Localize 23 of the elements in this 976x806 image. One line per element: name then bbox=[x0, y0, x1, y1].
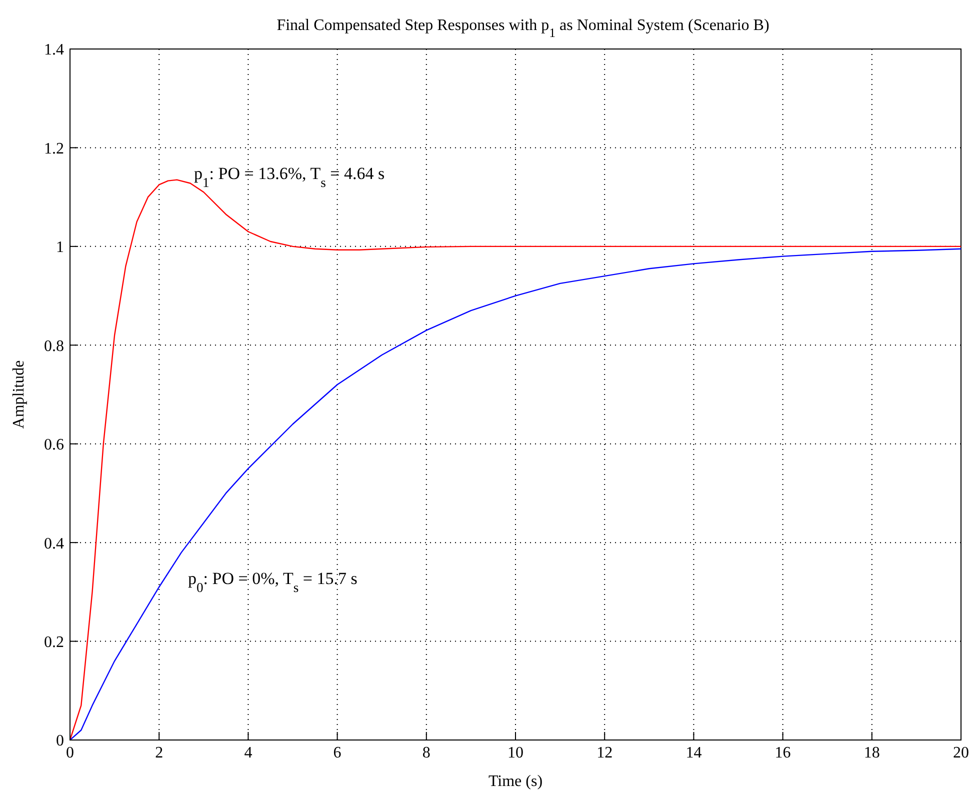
y-tick-label: 0.4 bbox=[44, 535, 64, 552]
x-tick-label: 18 bbox=[864, 744, 880, 762]
y-tick-label: 0 bbox=[56, 732, 64, 750]
chart-title: Final Compensated Step Responses with p$_{1}$ as Nominal System (Scenario B) bbox=[276, 17, 770, 40]
y-tick-label: 0.6 bbox=[44, 436, 64, 454]
x-tick-label: 2 bbox=[155, 744, 164, 762]
y-tick-label: 1.4 bbox=[44, 42, 64, 59]
x-tick-label: 6 bbox=[333, 744, 342, 762]
y-axis-title: Amplitude bbox=[10, 360, 28, 429]
annotation: p$_{0}$: PO = 0%, T$_{s}$ = 15.7 s bbox=[188, 569, 358, 594]
y-tick-label: 1.2 bbox=[44, 140, 64, 158]
y-tick-label: 0.2 bbox=[44, 634, 64, 651]
x-tick-label: 12 bbox=[596, 744, 613, 762]
annotation: p$_{1}$: PO = 13.6%, T$_{s}$ = 4.64 s bbox=[194, 164, 385, 190]
x-tick-label: 14 bbox=[686, 744, 702, 762]
x-tick-label: 4 bbox=[244, 744, 252, 762]
y-tick-label: 1 bbox=[56, 239, 64, 256]
x-tick-label: 10 bbox=[508, 744, 524, 762]
x-axis-title: Time (s) bbox=[488, 773, 543, 790]
x-tick-label: 20 bbox=[953, 744, 969, 762]
x-tick-label: 8 bbox=[422, 744, 430, 762]
x-tick-label: 16 bbox=[774, 744, 791, 762]
y-tick-label: 0.8 bbox=[44, 338, 64, 355]
